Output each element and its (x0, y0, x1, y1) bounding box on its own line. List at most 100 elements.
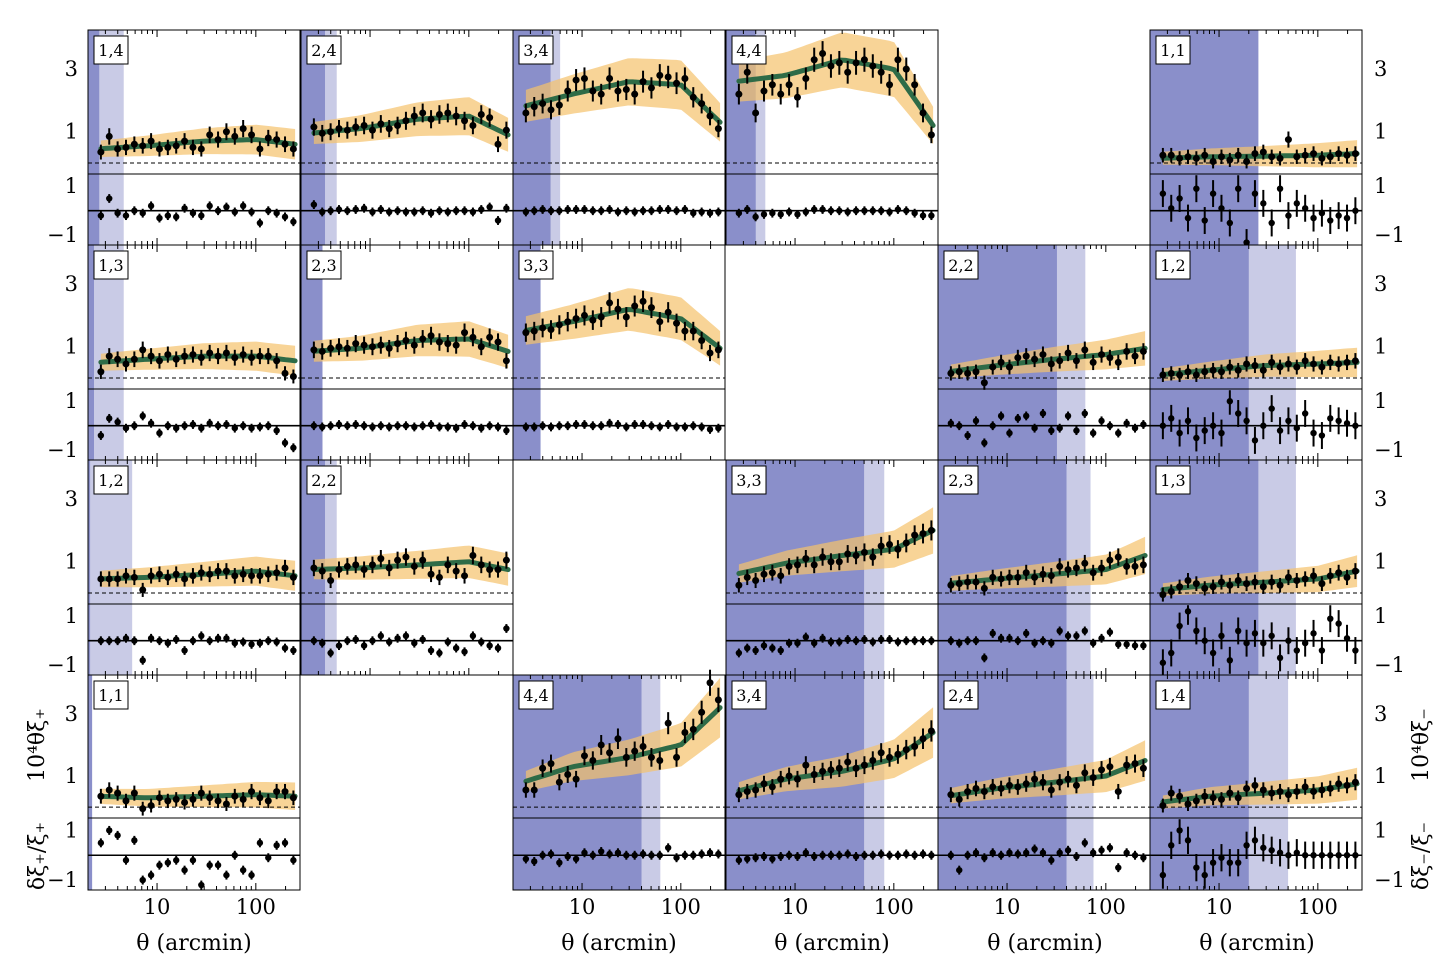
residual-point (1251, 437, 1259, 444)
residual-point (386, 638, 393, 646)
model-curve (736, 527, 936, 576)
data-point (130, 355, 138, 363)
residual-point (1268, 847, 1275, 854)
residual-point (1106, 422, 1114, 429)
residual-point (427, 209, 435, 217)
residual-point (1023, 412, 1030, 420)
data-point (752, 577, 760, 585)
data-point (147, 352, 155, 360)
data-point (752, 109, 760, 117)
data-point (222, 349, 230, 357)
data-point (360, 566, 368, 574)
y-tick-label: 1 (1374, 550, 1387, 574)
data-point (1039, 351, 1047, 359)
y-tick-label: 3 (65, 487, 78, 511)
data-point (997, 358, 1005, 366)
data-point (239, 351, 247, 359)
data-point (681, 729, 689, 737)
model-curve (1160, 359, 1360, 378)
data-point (256, 145, 264, 153)
data-point (743, 68, 751, 76)
data-point (147, 137, 155, 145)
panel-label: 2,2 (311, 471, 336, 490)
residual-point (1168, 205, 1175, 212)
residual-point (273, 638, 280, 646)
residual-point (1335, 212, 1342, 219)
data-point (614, 735, 622, 743)
residual-point (478, 424, 485, 432)
data-point (1351, 778, 1359, 786)
excluded-scale-dark (88, 675, 93, 890)
residual-point (706, 209, 714, 217)
data-point (289, 794, 297, 802)
residual-point (956, 422, 963, 429)
panel-3-4-xi_minus: 10 100 3,4 (725, 674, 939, 919)
data-point (231, 792, 239, 800)
residual-point (869, 638, 876, 646)
residual-point (614, 421, 622, 428)
residual-point (256, 639, 264, 647)
panel-label-box (731, 465, 767, 495)
data-point (1031, 355, 1039, 363)
data-point (1259, 786, 1267, 794)
data-point (164, 573, 172, 581)
data-point (1047, 360, 1055, 368)
panel-label-box (518, 250, 554, 280)
x-tick-label: 100 (236, 895, 276, 919)
residual-point (972, 849, 980, 856)
data-point (105, 786, 113, 794)
data-point (222, 128, 230, 136)
data-point (1022, 352, 1030, 360)
residual-point (623, 207, 630, 214)
data-point (147, 572, 155, 580)
residual-point (198, 881, 205, 889)
residual-point (427, 647, 435, 654)
data-point (105, 575, 113, 583)
x-tick-label: 10 (144, 895, 171, 919)
data-point (852, 764, 860, 772)
data-point (289, 145, 297, 153)
residual-point (744, 206, 751, 213)
data-point (827, 766, 835, 774)
y-tick-label: −1 (47, 223, 78, 247)
residual-point (1327, 415, 1334, 422)
residual-point (164, 422, 172, 429)
data-point (631, 302, 639, 310)
x-tick-label: 10 (1206, 895, 1233, 919)
residual-point (394, 422, 401, 429)
residual-point (698, 208, 705, 216)
residual-point (1089, 639, 1097, 647)
residual-point (310, 422, 318, 429)
data-point (172, 142, 180, 150)
data-point (360, 121, 368, 129)
data-point (1014, 783, 1022, 791)
data-point (214, 797, 222, 805)
data-point (1293, 788, 1301, 796)
data-point (894, 750, 902, 758)
data-point (273, 357, 281, 365)
data-point (1351, 357, 1359, 365)
residual-point (97, 637, 105, 644)
residual-point (735, 209, 743, 217)
data-point (810, 561, 818, 569)
residual-point (794, 211, 801, 218)
residual-point (223, 203, 230, 211)
data-point (335, 125, 343, 133)
data-point (206, 131, 214, 139)
y-tick-label: 1 (1374, 120, 1387, 144)
data-point (281, 140, 289, 148)
panel-label: 1,3 (98, 256, 123, 275)
residual-point (844, 636, 851, 643)
residual-point (156, 637, 163, 644)
data-point (689, 93, 697, 101)
residual-point (785, 208, 793, 216)
data-point (698, 336, 706, 344)
panel-label-box (93, 250, 129, 280)
residual-point (344, 207, 351, 214)
residual-point (1056, 849, 1063, 856)
residual-point (760, 853, 768, 860)
residual-point (1131, 642, 1139, 649)
residual-point (572, 855, 580, 863)
data-point (777, 90, 785, 98)
data-point (735, 791, 743, 799)
